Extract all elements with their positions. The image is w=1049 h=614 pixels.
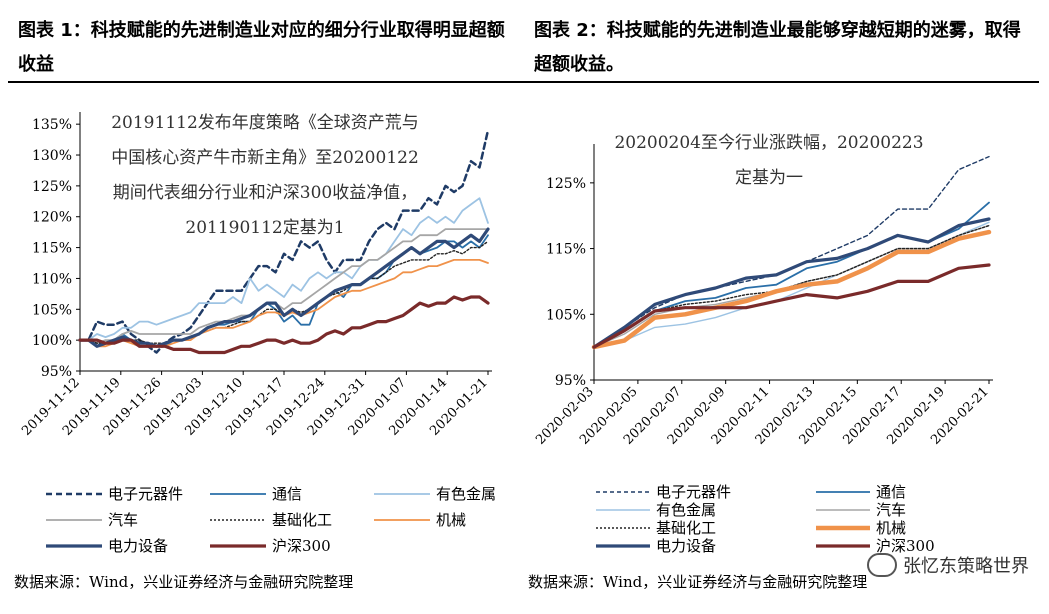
legend-label: 通信 — [876, 483, 906, 501]
y-tick-label: 135% — [32, 117, 72, 133]
series-line-电力设备 — [592, 217, 991, 349]
legend-label: 沪深300 — [272, 537, 331, 555]
series-line-机械 — [591, 229, 992, 350]
annotation-text: 201190112定基为1 — [185, 218, 344, 238]
title-rule — [8, 81, 532, 83]
legend-label: 电力设备 — [656, 537, 716, 555]
legend-label: 机械 — [436, 511, 466, 529]
legend-label: 汽车 — [108, 511, 138, 529]
series-line-通信 — [593, 201, 990, 349]
chart-title: 图表 2：科技赋能的先进制造业最能够穿越短期的迷雾，取得超额收益。 — [534, 20, 1021, 75]
annotation-text: 期间代表细分行业和沪深300收益净值， — [113, 183, 417, 203]
chart-2: 95%105%115%125%2020-02-032020-02-052020-… — [533, 133, 993, 555]
y-tick-label: 110% — [32, 271, 72, 287]
series-line-电力设备 — [78, 227, 490, 348]
y-tick-label: 105% — [546, 307, 586, 323]
legend-label: 电子元器件 — [108, 485, 183, 503]
legend-label: 机械 — [876, 519, 906, 537]
y-tick-label: 125% — [32, 179, 72, 195]
annotation-text: 中国核心资产牛市新主角》至20200122 — [111, 148, 419, 168]
chart-title: 图表 1：科技赋能的先进制造业对应的细分行业取得明显超额收益 — [18, 20, 505, 75]
series-line-沪深300 — [592, 263, 991, 349]
y-tick-label: 95% — [41, 364, 72, 380]
legend-label: 有色金属 — [656, 501, 716, 519]
annotation-text: 定基为一 — [735, 168, 803, 188]
source-note: 数据来源：Wind，兴业证券经济与金融研究院整理 — [528, 573, 868, 591]
legend-label: 有色金属 — [436, 485, 496, 503]
legend-label: 沪深300 — [876, 537, 935, 555]
right-panel: 图表 2：科技赋能的先进制造业最能够穿越短期的迷雾，取得超额收益。 95% 105… — [524, 0, 1049, 614]
series-line-沪深300 — [78, 295, 490, 355]
y-tick-label: 125% — [546, 176, 586, 192]
y-tick-label: 95% — [555, 373, 586, 389]
wechat-icon — [867, 553, 897, 577]
legend-label: 基础化工 — [272, 511, 332, 529]
watermark: 张忆东策略世界 — [867, 552, 1029, 578]
legend-label: 基础化工 — [656, 519, 716, 537]
series-line-汽车 — [79, 228, 489, 345]
title-rule — [524, 81, 1039, 83]
annotation-text: 20200204至今行业涨跌幅，20200223 — [614, 133, 923, 153]
watermark-text: 张忆东策略世界 — [903, 556, 1029, 577]
legend-label: 电力设备 — [108, 537, 168, 555]
legend-label: 通信 — [272, 485, 302, 503]
legend-label: 汽车 — [876, 501, 906, 519]
y-tick-label: 105% — [32, 302, 72, 318]
chart-1: 95%100%105%110%115%120%125%130%135%2019-… — [19, 112, 496, 555]
series-line-有色金属 — [79, 197, 489, 342]
y-tick-label: 100% — [32, 333, 72, 349]
left-panel: 图表 1：科技赋能的先进制造业对应的细分行业取得明显超额收益 95% 100% 10… — [0, 0, 532, 614]
series-line-通信 — [79, 234, 489, 348]
y-tick-label: 120% — [32, 210, 72, 226]
source-note: 数据来源：Wind，兴业证券经济与金融研究院整理 — [14, 573, 354, 591]
legend-label: 电子元器件 — [656, 483, 731, 501]
annotation-text: 20191112发布年度策略《全球资产荒与 — [111, 113, 419, 133]
series-line-电子元器件 — [593, 155, 990, 348]
y-tick-label: 130% — [32, 148, 72, 164]
y-tick-label: 115% — [546, 242, 586, 258]
y-tick-label: 115% — [32, 241, 72, 257]
